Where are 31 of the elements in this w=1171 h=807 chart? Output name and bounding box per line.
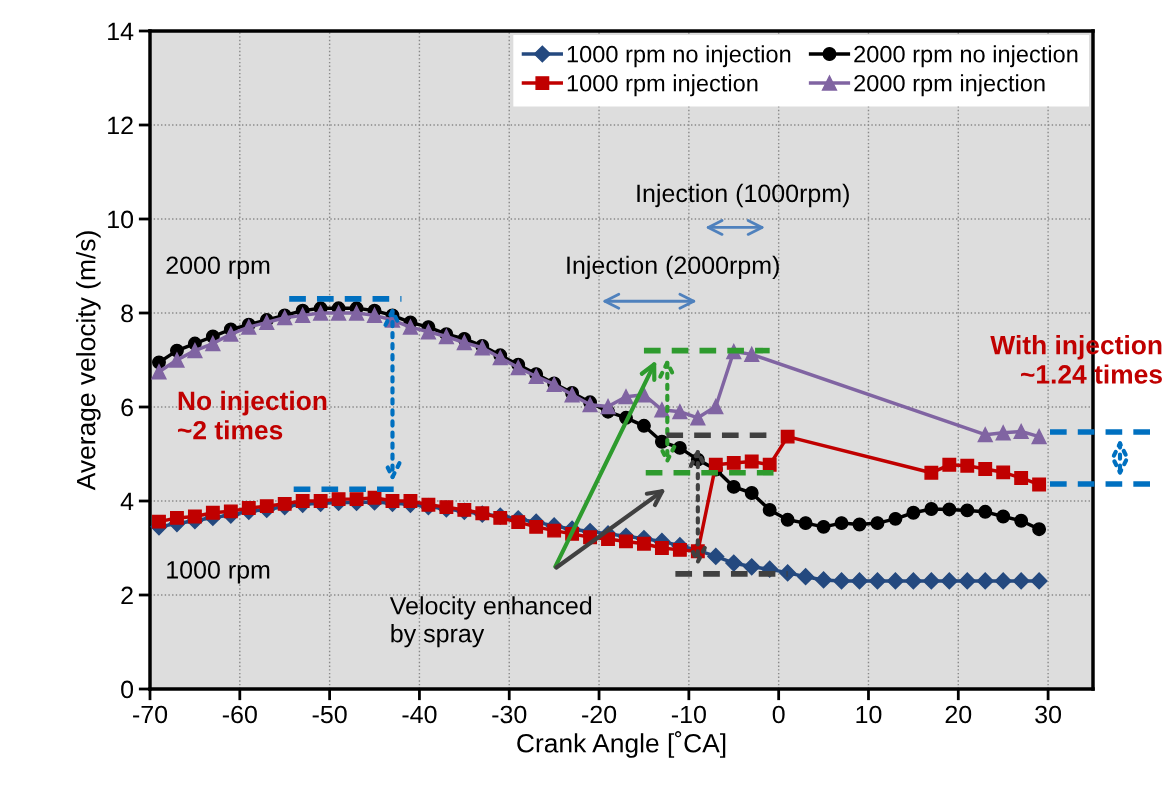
x-tick-label: 10 bbox=[856, 705, 882, 724]
legend-label: 1000 rpm injection bbox=[567, 74, 758, 97]
x-tick-label: 30 bbox=[1035, 705, 1062, 724]
x-tick-label: -30 bbox=[492, 705, 527, 724]
x-tick-label: -70 bbox=[133, 705, 168, 724]
x-tick-label: -20 bbox=[582, 705, 617, 724]
y-tick-label: 12 bbox=[108, 116, 133, 135]
legend-label: 2000 rpm injection bbox=[854, 74, 1045, 97]
x-tick-label: -50 bbox=[312, 705, 347, 724]
annotation: Injection (2000rpm) bbox=[567, 255, 779, 280]
y-tick-label: 0 bbox=[121, 680, 134, 699]
annotation: 1000 rpm bbox=[167, 560, 270, 584]
annotation: No injection ~2 times bbox=[177, 390, 327, 440]
x-axis-title: Crank Angle [˚CA] bbox=[517, 731, 726, 758]
annotation: 2000 rpm bbox=[166, 256, 270, 280]
y-tick-label: 8 bbox=[121, 304, 133, 323]
y-tick-label: 14 bbox=[108, 22, 134, 41]
x-tick-label: -40 bbox=[402, 705, 437, 724]
x-tick-label: -10 bbox=[671, 705, 706, 724]
annotation: Injection (1000rpm) bbox=[637, 183, 849, 208]
y-tick-label: 6 bbox=[121, 398, 133, 417]
y-tick-label: 10 bbox=[108, 210, 134, 229]
legend-label: 2000 rpm no injection bbox=[854, 45, 1078, 68]
annotation: Velocity enhanced by spray bbox=[389, 596, 592, 648]
y-axis-title: Average velocity (m/s) bbox=[76, 231, 101, 491]
x-tick-label: 0 bbox=[772, 705, 785, 724]
legend-label: 1000 rpm no injection bbox=[567, 45, 791, 68]
y-tick-label: 2 bbox=[121, 586, 133, 605]
x-tick-label: 20 bbox=[945, 705, 972, 724]
y-tick-label: 4 bbox=[120, 492, 134, 511]
x-tick-label: -60 bbox=[222, 705, 257, 724]
